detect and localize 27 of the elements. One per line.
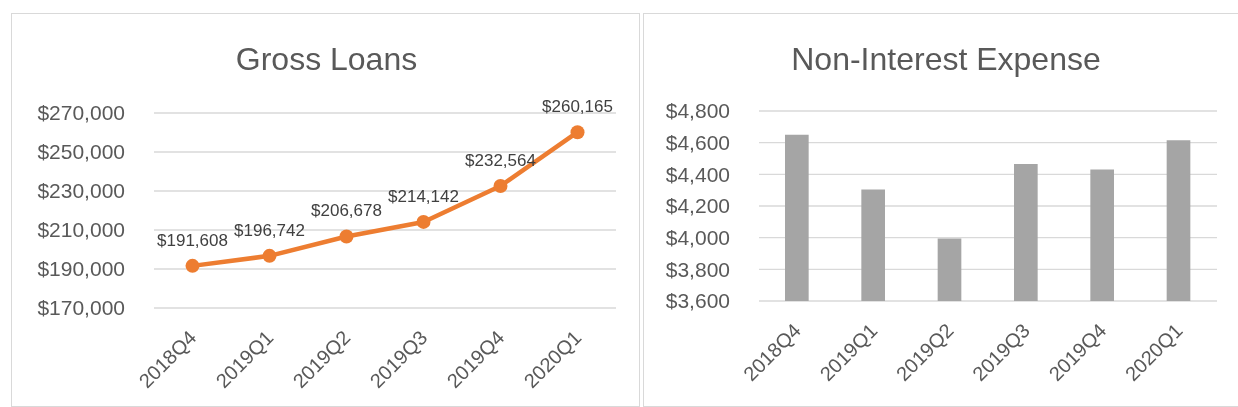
y-tick-label: $210,000 — [37, 218, 125, 242]
y-tick-label: $4,000 — [665, 226, 730, 250]
data-label: $191,608 — [157, 230, 228, 250]
point — [416, 214, 431, 229]
point — [339, 229, 354, 244]
point — [262, 248, 277, 263]
chart-title: Non-Interest Expense — [790, 41, 1102, 77]
y-tick-label: $190,000 — [37, 257, 125, 281]
data-label: $196,742 — [234, 220, 305, 240]
point — [570, 125, 585, 140]
y-tick-label: $3,800 — [665, 257, 730, 281]
data-label: $232,564 — [465, 151, 536, 170]
data-label: $214,142 — [388, 186, 459, 206]
y-tick-label: $270,000 — [37, 101, 125, 125]
y-tick-label: $4,400 — [665, 162, 730, 186]
y-tick-label: $4,800 — [665, 99, 730, 123]
point — [493, 179, 508, 193]
point — [185, 258, 200, 273]
y-tick-label: $230,000 — [37, 179, 125, 203]
data-label: $206,678 — [311, 201, 382, 221]
data-label: $260,165 — [542, 97, 613, 117]
y-tick-label: $170,000 — [37, 296, 125, 320]
chart-title: Gross Loans — [234, 41, 419, 77]
y-tick-label: $4,600 — [665, 131, 730, 155]
y-tick-label: $250,000 — [37, 140, 125, 164]
y-tick-label: $4,200 — [665, 194, 730, 218]
y-tick-label: $3,600 — [665, 289, 730, 313]
